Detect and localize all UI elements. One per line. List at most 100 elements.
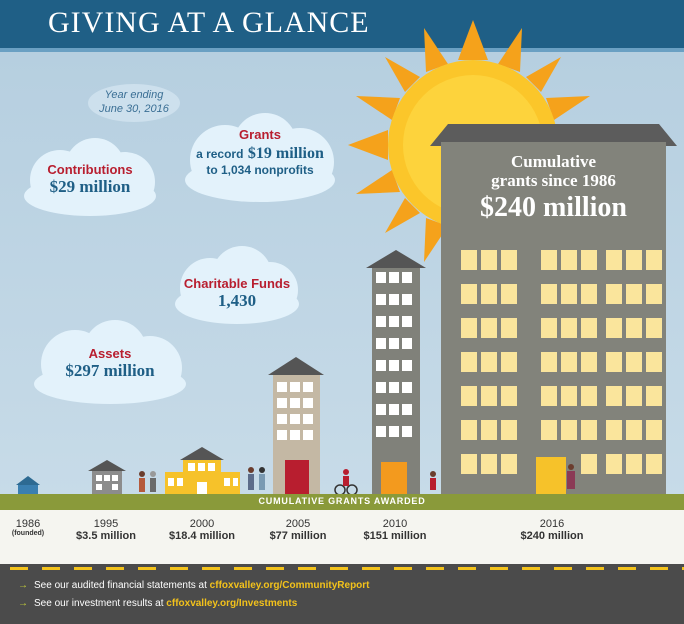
footer-line-financials: → See our audited financial statements at… <box>18 580 370 591</box>
tower-window <box>541 420 557 440</box>
timeline-item: 2005 $77 million <box>258 518 338 542</box>
grants-nonprofits: to 1,034 nonprofits <box>206 163 314 177</box>
year-note-line1: Year ending <box>104 89 164 101</box>
tower-title: Cumulative grants since 1986 <box>441 152 666 190</box>
tower-window <box>581 386 597 406</box>
header-bar <box>0 0 684 48</box>
tower-window <box>481 454 497 474</box>
grants-value: $19 million <box>247 145 324 162</box>
contributions-cloud: Contributions $29 million <box>20 138 160 218</box>
road-stripe <box>10 567 28 570</box>
header-underline <box>0 48 684 52</box>
community-report-link[interactable]: cffoxvalley.org/CommunityReport <box>209 580 370 591</box>
timeline-amount: $151 million <box>363 530 427 542</box>
tower-window <box>646 386 662 406</box>
tower-window <box>561 250 577 270</box>
road-stripe <box>618 567 636 570</box>
funds-value: 1,430 <box>217 291 257 310</box>
tower-window <box>581 318 597 338</box>
timeline-amount: $240 million <box>520 530 584 542</box>
tower-window <box>461 386 477 406</box>
tower-window <box>646 284 662 304</box>
road-stripe <box>490 567 508 570</box>
timeline-item: 1986 (founded) <box>4 518 52 537</box>
road-stripe <box>266 567 284 570</box>
tower-window <box>626 250 642 270</box>
road-stripe <box>522 567 540 570</box>
tower-window <box>626 352 642 372</box>
tower-window <box>626 420 642 440</box>
tower-window <box>581 420 597 440</box>
assets-value: $297 million <box>65 361 155 380</box>
tower-window <box>606 284 622 304</box>
tower-window <box>541 386 557 406</box>
road-stripe <box>554 567 572 570</box>
tower-window <box>481 284 497 304</box>
grants-prefix: a record <box>196 147 244 161</box>
year-note-cloud: Year ending June 30, 2016 <box>86 82 182 124</box>
footer-line-investments: → See our investment results at cffoxvall… <box>18 598 297 609</box>
tower-window <box>541 284 557 304</box>
building-2010 <box>366 250 426 496</box>
timeline-amount: $3.5 million <box>76 530 136 542</box>
building-2005 <box>268 357 324 496</box>
road-stripe <box>74 567 92 570</box>
tower-window <box>626 454 642 474</box>
page-title: GIVING AT A GLANCE <box>48 6 370 39</box>
tower-window <box>646 352 662 372</box>
tower-window <box>606 386 622 406</box>
tower-window <box>461 454 477 474</box>
tower-window <box>561 284 577 304</box>
timeline-amount: $18.4 million <box>168 530 236 542</box>
pedestrian <box>567 464 575 489</box>
tower-window <box>501 284 517 304</box>
people-group-2 <box>248 467 265 490</box>
ground-band <box>0 494 684 510</box>
house-1986 <box>16 476 40 496</box>
road-stripe <box>330 567 348 570</box>
tower-window <box>501 454 517 474</box>
tower-window <box>501 250 517 270</box>
timeline-year: 1986 <box>15 518 41 530</box>
tower-window <box>561 386 577 406</box>
road-stripe <box>586 567 604 570</box>
assets-title: Assets <box>88 346 132 361</box>
house-1995 <box>88 460 126 496</box>
tower-window <box>581 284 597 304</box>
tower-window <box>626 386 642 406</box>
road-stripe <box>202 567 220 570</box>
arrow-right-icon: → <box>18 580 28 591</box>
grants-title: Grants <box>239 127 281 142</box>
tower-window <box>461 284 477 304</box>
grants-cloud: Grants a record $19 million to 1,034 non… <box>180 110 340 206</box>
tower-window <box>646 318 662 338</box>
tower-window <box>481 420 497 440</box>
runner <box>430 471 436 490</box>
tower-window <box>481 250 497 270</box>
tower-window <box>501 318 517 338</box>
tower-window <box>481 318 497 338</box>
cyclist <box>334 469 358 496</box>
tower-window <box>581 250 597 270</box>
arrow-right-icon: → <box>18 598 28 609</box>
road-stripe <box>298 567 316 570</box>
tower-window <box>646 250 662 270</box>
road-stripe <box>650 567 668 570</box>
road-stripe <box>362 567 380 570</box>
tower-window <box>606 250 622 270</box>
people-group-1 <box>139 471 156 492</box>
tower-window <box>581 352 597 372</box>
funds-cloud: Charitable Funds 1,430 <box>172 244 302 326</box>
tower-window <box>581 454 597 474</box>
tower-window <box>561 420 577 440</box>
road-footer <box>0 564 684 624</box>
tower-window <box>461 420 477 440</box>
tower-window <box>646 420 662 440</box>
investments-link[interactable]: cffoxvalley.org/Investments <box>166 598 298 609</box>
timeline-amount: (founded) <box>11 530 45 537</box>
buildings-illustration <box>16 250 426 496</box>
tower-window <box>606 318 622 338</box>
footer-investments-text: See our investment results at <box>34 598 164 609</box>
timeline-item: 1995 $3.5 million <box>66 518 146 542</box>
road-stripe <box>138 567 156 570</box>
